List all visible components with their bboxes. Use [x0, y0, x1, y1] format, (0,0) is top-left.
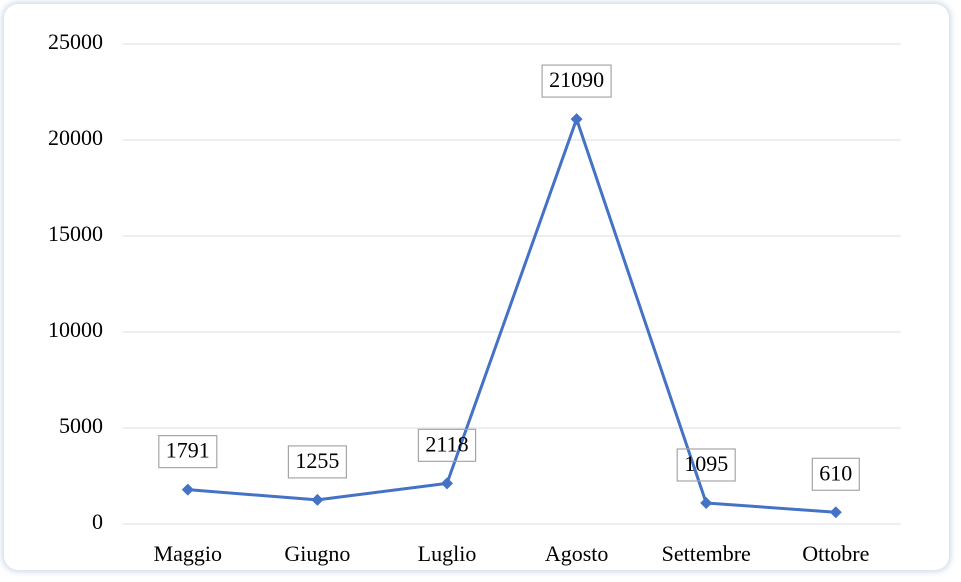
- data-label-box: [811, 457, 860, 491]
- data-label: 21090: [549, 67, 604, 92]
- data-point: [311, 493, 324, 506]
- x-tick-label: Ottobre: [802, 541, 869, 566]
- chart-frame: [4, 4, 949, 570]
- data-point: [570, 113, 583, 126]
- data-label: 2118: [425, 431, 468, 456]
- y-tick-label: 10000: [48, 317, 103, 342]
- data-point: [700, 496, 713, 509]
- data-label: 1095: [684, 451, 728, 476]
- y-tick-label: 5000: [59, 413, 103, 438]
- data-label-box: [287, 445, 347, 479]
- data-label: 610: [819, 460, 852, 485]
- data-label: 1791: [166, 438, 210, 463]
- data-point: [829, 506, 842, 519]
- data-point: [181, 483, 194, 496]
- x-tick-label: Agosto: [545, 541, 609, 566]
- data-point: [441, 477, 453, 490]
- data-label-box: [676, 448, 736, 482]
- y-tick-label: 25000: [48, 29, 103, 54]
- y-tick-label: 0: [92, 509, 103, 534]
- data-label-box: [541, 64, 612, 98]
- x-tick-label: Settembre: [662, 541, 751, 566]
- data-label-box: [417, 428, 477, 462]
- x-tick-label: Luglio: [418, 541, 477, 566]
- x-tick-label: Maggio: [154, 541, 222, 566]
- x-tick-label: Giugno: [284, 541, 350, 566]
- series-line: [187, 117, 836, 514]
- y-tick-label: 15000: [48, 221, 103, 246]
- data-label: 1255: [295, 448, 339, 473]
- data-label-box: [158, 435, 218, 469]
- y-tick-label: 20000: [48, 125, 103, 150]
